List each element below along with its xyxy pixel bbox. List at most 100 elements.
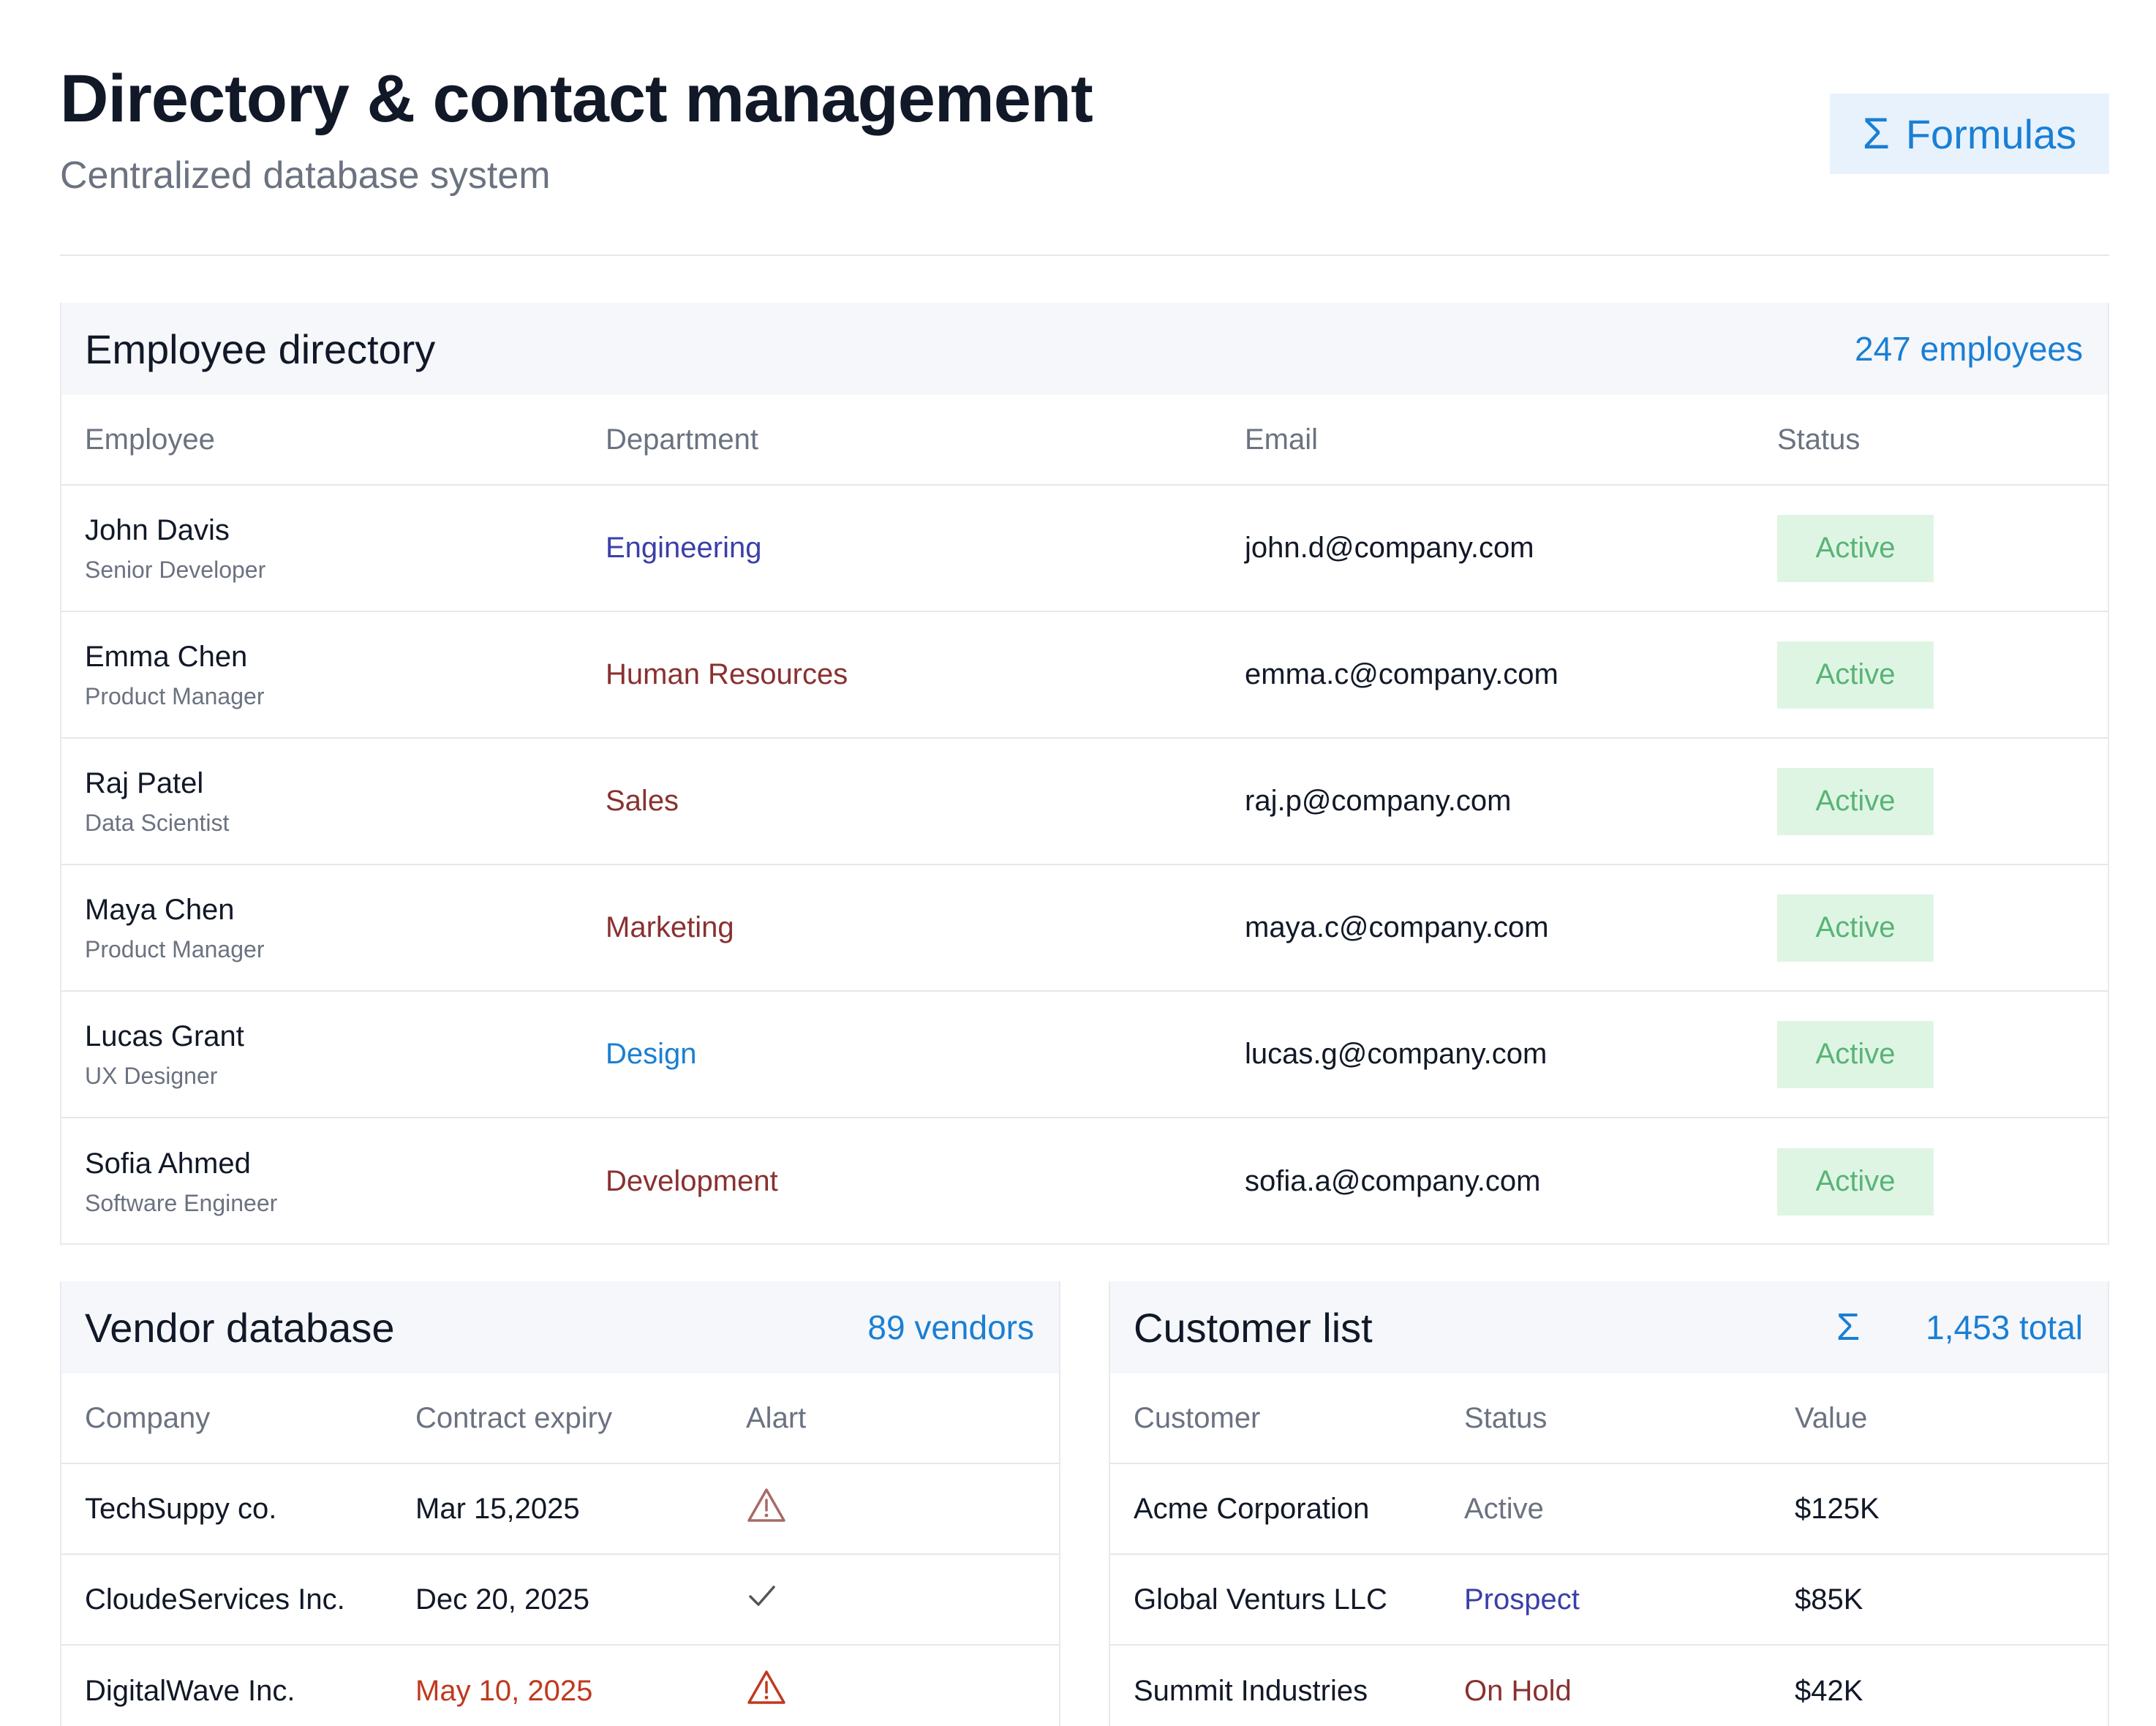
employee-cell: Raj Patel Data Scientist — [85, 764, 606, 839]
status-badge: Active — [1777, 894, 1934, 962]
table-row[interactable]: Maya Chen Product Manager Marketing maya.c@… — [61, 865, 2108, 992]
column-header-alert[interactable]: Alart — [746, 1401, 807, 1434]
employee-count[interactable]: 247 employees — [1855, 330, 2083, 368]
vendor-count[interactable]: 89 vendors — [867, 1308, 1034, 1346]
employee-name[interactable]: Sofia Ahmed — [85, 1147, 251, 1180]
email-link[interactable]: maya.c@company.com — [1245, 911, 1549, 943]
email-cell: lucas.g@company.com — [1245, 1038, 1777, 1071]
contract-expiry: Dec 20, 2025 — [415, 1583, 589, 1616]
department-label[interactable]: Human Resources — [606, 658, 848, 690]
table-row[interactable]: CloudeServices Inc. Dec 20, 2025 — [61, 1555, 1059, 1646]
email-link[interactable]: lucas.g@company.com — [1245, 1038, 1548, 1070]
email-link[interactable]: sofia.a@company.com — [1245, 1165, 1541, 1197]
employee-role: UX Designer — [85, 1062, 218, 1089]
customer-name[interactable]: Summit Industries — [1134, 1674, 1368, 1707]
employee-cell: Sofia Ahmed Software Engineer — [85, 1145, 606, 1219]
customer-list-panel: Customer list Σ 1,453 total Customer Sta… — [1109, 1281, 2109, 1726]
department-cell: Human Resources — [606, 658, 1245, 691]
customer-status: Prospect — [1464, 1583, 1580, 1616]
employee-role: Product Manager — [85, 682, 265, 709]
status-cell: Active — [1777, 767, 2108, 835]
table-row[interactable]: Sofia Ahmed Software Engineer Development s… — [61, 1118, 2108, 1245]
employee-cell: Emma Chen Product Manager — [85, 638, 606, 712]
employee-name[interactable]: Maya Chen — [85, 893, 235, 926]
customer-name[interactable]: Acme Corporation — [1134, 1492, 1370, 1525]
contract-expiry: Mar 15,2025 — [415, 1492, 580, 1525]
department-cell: Marketing — [606, 911, 1245, 944]
page-title: Directory & contact management — [60, 61, 1093, 136]
table-row[interactable]: Lucas Grant UX Designer Design lucas.g@comp… — [61, 992, 2108, 1118]
table-row[interactable]: Acme Corporation Active $125K — [1110, 1464, 2108, 1555]
page-header: Directory & contact management Centraliz… — [60, 59, 2109, 256]
column-header-status[interactable]: Status — [1464, 1401, 1548, 1434]
employee-name[interactable]: John Davis — [85, 513, 230, 546]
column-header-customer[interactable]: Customer — [1134, 1401, 1261, 1434]
employee-cell: John Davis Senior Developer — [85, 511, 606, 586]
column-header-value[interactable]: Value — [1795, 1401, 1868, 1434]
customer-value: $42K — [1795, 1674, 1863, 1707]
table-row[interactable]: Raj Patel Data Scientist Sales raj.p@compan… — [61, 739, 2108, 865]
column-header-status[interactable]: Status — [1777, 423, 1861, 456]
status-badge: Active — [1777, 767, 1934, 835]
vendor-database-panel: Vendor database 89 vendors Company Contr… — [60, 1281, 1060, 1726]
department-label[interactable]: Marketing — [606, 911, 734, 943]
table-row[interactable]: DigitalWave Inc. May 10, 2025 — [61, 1646, 1059, 1726]
email-link[interactable]: john.d@company.com — [1245, 532, 1534, 564]
company-name[interactable]: TechSuppy co. — [85, 1492, 277, 1525]
column-header-company[interactable]: Company — [85, 1401, 211, 1434]
employee-cell: Lucas Grant UX Designer — [85, 1017, 606, 1092]
alert-cell — [746, 1669, 1059, 1713]
department-label[interactable]: Design — [606, 1038, 697, 1070]
table-row[interactable]: Global Venturs LLC Prospect $85K — [1110, 1555, 2108, 1646]
table-row[interactable]: TechSuppy co. Mar 15,2025 — [61, 1464, 1059, 1555]
table-row[interactable]: Summit Industries On Hold $42K — [1110, 1646, 2108, 1726]
department-label[interactable]: Engineering — [606, 532, 762, 564]
status-badge: Active — [1777, 641, 1934, 709]
customer-value: $85K — [1795, 1583, 1863, 1616]
check-icon — [746, 1581, 778, 1610]
status-cell: Active — [1777, 641, 2108, 709]
department-cell: Design — [606, 1038, 1245, 1071]
employee-table-header: Employee Department Email Status — [61, 395, 2108, 486]
table-row[interactable]: John Davis Senior Developer Engineering joh… — [61, 486, 2108, 612]
warning-icon — [746, 1487, 787, 1523]
employee-name[interactable]: Raj Patel — [85, 766, 204, 799]
email-link[interactable]: raj.p@company.com — [1245, 785, 1512, 817]
formulas-button[interactable]: Σ Formulas — [1830, 94, 2109, 174]
column-header-employee[interactable]: Employee — [85, 423, 215, 456]
column-header-department[interactable]: Department — [606, 423, 758, 456]
column-header-contract-expiry[interactable]: Contract expiry — [415, 1401, 612, 1434]
sigma-icon[interactable]: Σ — [1836, 1306, 1861, 1349]
vendor-database-header: Vendor database 89 vendors — [61, 1281, 1059, 1373]
employee-role: Data Scientist — [85, 809, 230, 836]
page-subtitle: Centralized database system — [60, 154, 551, 197]
employee-name[interactable]: Lucas Grant — [85, 1020, 244, 1052]
email-cell: raj.p@company.com — [1245, 785, 1777, 818]
sigma-icon: Σ — [1862, 109, 1890, 158]
email-cell: sofia.a@company.com — [1245, 1165, 1777, 1198]
table-row[interactable]: Emma Chen Product Manager Human Resources e… — [61, 612, 2108, 739]
customer-value: $125K — [1795, 1492, 1880, 1525]
email-link[interactable]: emma.c@company.com — [1245, 658, 1558, 690]
employee-name[interactable]: Emma Chen — [85, 640, 248, 673]
customer-name[interactable]: Global Venturs LLC — [1134, 1583, 1387, 1616]
department-label[interactable]: Sales — [606, 785, 679, 817]
email-cell: john.d@company.com — [1245, 532, 1777, 565]
department-label[interactable]: Development — [606, 1165, 778, 1197]
customer-list-header: Customer list Σ 1,453 total — [1110, 1281, 2108, 1373]
employee-directory-panel: Employee directory 247 employees Employe… — [60, 303, 2109, 1245]
department-cell: Development — [606, 1165, 1245, 1198]
employee-role: Senior Developer — [85, 556, 266, 583]
company-name[interactable]: CloudeServices Inc. — [85, 1583, 345, 1616]
status-badge: Active — [1777, 1147, 1934, 1216]
vendor-database-title: Vendor database — [85, 1304, 395, 1351]
column-header-email[interactable]: Email — [1245, 423, 1319, 456]
contract-expiry: May 10, 2025 — [415, 1674, 593, 1707]
vendor-table-header: Company Contract expiry Alart — [61, 1373, 1059, 1464]
company-name[interactable]: DigitalWave Inc. — [85, 1674, 295, 1707]
customer-table-header: Customer Status Value — [1110, 1373, 2108, 1464]
formulas-button-label: Formulas — [1905, 110, 2077, 157]
department-cell: Sales — [606, 785, 1245, 818]
department-cell: Engineering — [606, 532, 1245, 565]
customer-count[interactable]: 1,453 total — [1926, 1308, 2083, 1346]
